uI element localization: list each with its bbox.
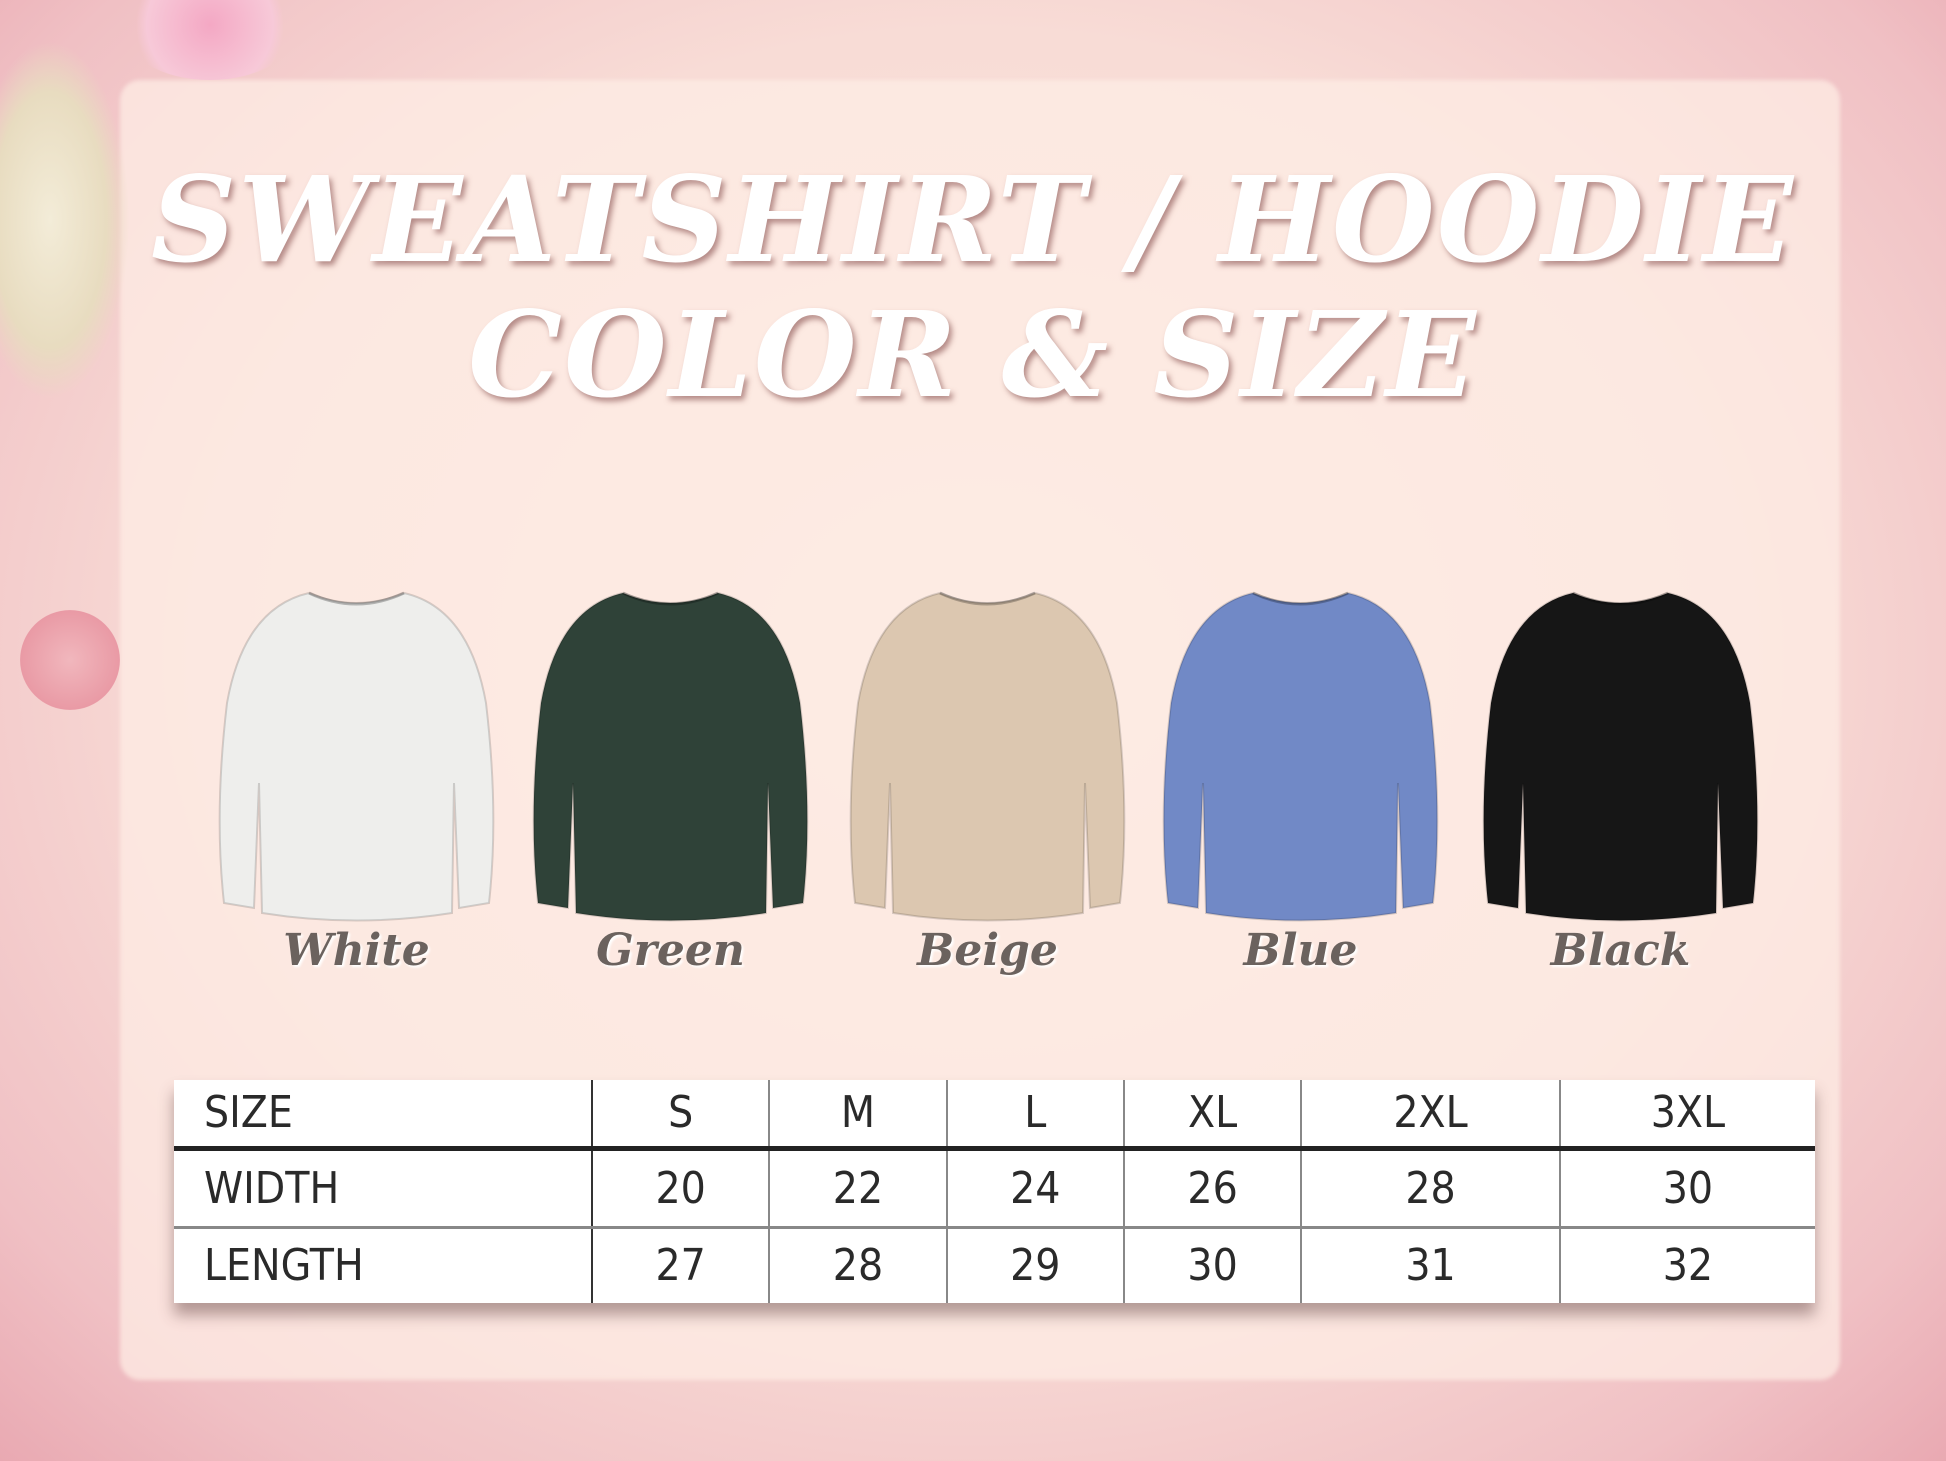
table-cell: 29 xyxy=(945,1227,1124,1303)
flower-decoration xyxy=(0,40,130,400)
table-cell: 22 xyxy=(768,1148,947,1229)
size-table: SIZE S M L XL 2XL 3XL WIDTH 20 22 24 26 … xyxy=(174,1080,1815,1303)
table-cell: 31 xyxy=(1300,1227,1560,1303)
color-label: Green xyxy=(596,925,745,976)
header-cell: SIZE xyxy=(174,1080,593,1151)
header-cell: 3XL xyxy=(1558,1080,1815,1151)
title-line-2: COLOR & SIZE xyxy=(468,285,1478,424)
sweatshirt-black-image xyxy=(1478,583,1763,925)
color-label: Black xyxy=(1550,925,1691,976)
table-cell: 28 xyxy=(768,1227,947,1303)
header-cell: 2XL xyxy=(1300,1080,1560,1151)
color-label: Beige xyxy=(917,925,1058,976)
sweatshirt-green-image xyxy=(528,583,813,925)
flower-decoration xyxy=(120,0,300,80)
table-cell: 32 xyxy=(1558,1227,1815,1303)
sweatshirt-beige-image xyxy=(845,583,1130,925)
button-decoration xyxy=(20,610,120,710)
title-line-1: SWEATSHIRT / HOODIE xyxy=(150,150,1796,289)
table-cell: 20 xyxy=(590,1148,770,1229)
table-cell: 27 xyxy=(590,1227,770,1303)
table-cell: 30 xyxy=(1122,1227,1302,1303)
color-label: White xyxy=(283,925,430,976)
header-cell: M xyxy=(768,1080,947,1151)
table-row-length: LENGTH 27 28 29 30 31 32 xyxy=(174,1227,1815,1303)
color-label: Blue xyxy=(1243,925,1358,976)
table-cell: 28 xyxy=(1300,1148,1560,1229)
table-cell: 26 xyxy=(1122,1148,1302,1229)
row-label: WIDTH xyxy=(174,1148,593,1229)
header-cell: XL xyxy=(1122,1080,1302,1151)
sweatshirt-blue-image xyxy=(1158,583,1443,925)
table-row-width: WIDTH 20 22 24 26 28 30 xyxy=(174,1148,1815,1229)
table-cell: 24 xyxy=(945,1148,1124,1229)
header-cell: S xyxy=(590,1080,770,1151)
table-header-row: SIZE S M L XL 2XL 3XL xyxy=(174,1080,1815,1151)
row-label: LENGTH xyxy=(174,1227,593,1303)
header-cell: L xyxy=(945,1080,1124,1151)
table-cell: 30 xyxy=(1558,1148,1815,1229)
sweatshirt-white-image xyxy=(214,583,499,925)
